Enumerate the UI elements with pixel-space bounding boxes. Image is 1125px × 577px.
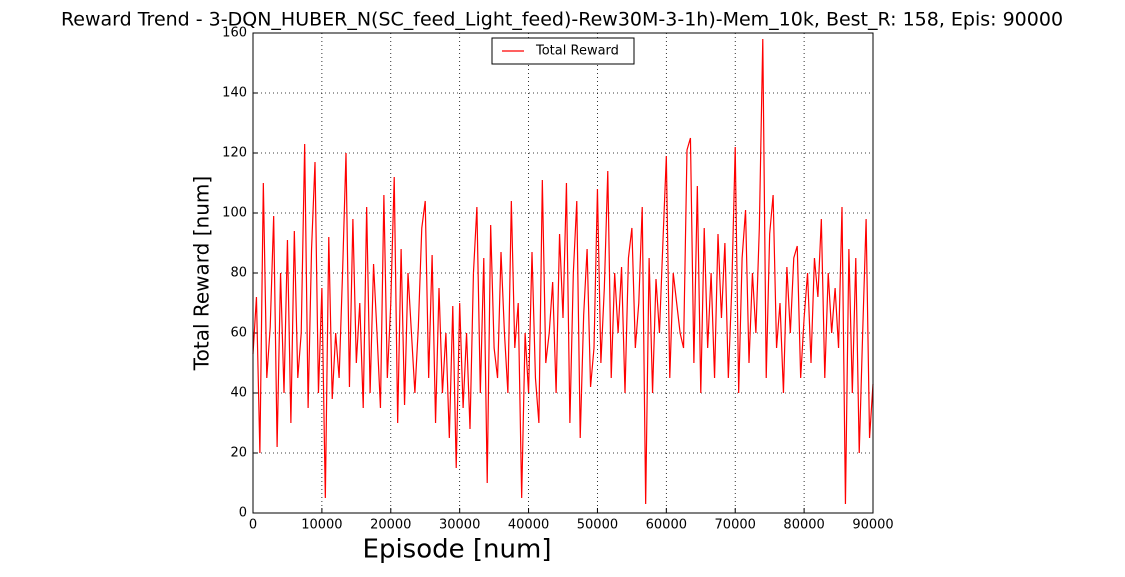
chart-title: Reward Trend - 3-DQN_HUBER_N(SC_feed_Lig…: [61, 9, 1063, 31]
y-tick-label: 120: [222, 146, 247, 161]
legend-label: Total Reward: [535, 44, 619, 59]
y-tick-label: 60: [230, 326, 247, 341]
x-tick-label: 90000: [852, 518, 893, 533]
y-tick-label: 100: [222, 206, 247, 221]
x-tick-label: 80000: [783, 518, 824, 533]
x-axis-label: Episode [num]: [363, 535, 552, 565]
plot-frame: [252, 32, 874, 514]
x-tick-label: 0: [249, 518, 257, 533]
y-tick-label: 140: [222, 86, 247, 101]
y-tick-label: 160: [222, 26, 247, 41]
x-tick-label: 50000: [577, 518, 618, 533]
x-tick-label: 20000: [370, 518, 411, 533]
y-tick-label: 40: [230, 386, 247, 401]
x-tick-label: 30000: [439, 518, 480, 533]
x-tick-label: 60000: [646, 518, 687, 533]
data-line: [252, 38, 874, 505]
y-axis-label: Total Reward [num]: [190, 176, 214, 371]
x-tick-label: 10000: [301, 518, 342, 533]
x-tick-label: 70000: [715, 518, 756, 533]
y-tick-label: 20: [230, 446, 247, 461]
y-tick-label: 80: [230, 266, 247, 281]
y-tick-label: 0: [239, 506, 247, 521]
x-tick-label: 40000: [508, 518, 549, 533]
